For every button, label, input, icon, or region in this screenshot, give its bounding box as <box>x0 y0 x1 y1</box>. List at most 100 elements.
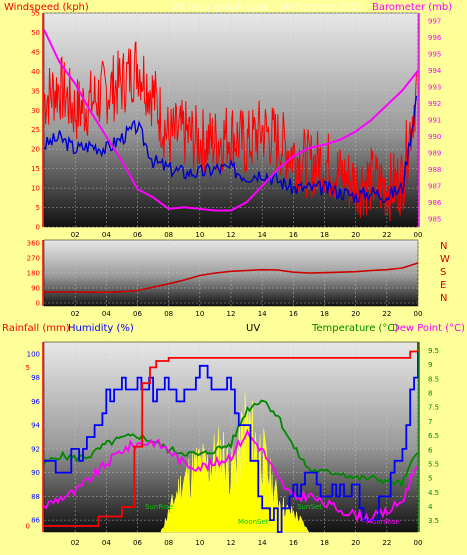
top-y-left-tick: 15 <box>31 165 40 173</box>
compass-letter: N <box>440 293 447 304</box>
mid-y-tick: 0 <box>36 300 40 308</box>
bot-y-temp-tick: 4.5 <box>428 489 439 497</box>
mid-x-tick: 18 <box>320 310 329 318</box>
dew-point-label: Dew Point (°C) <box>392 323 465 334</box>
rainfall-label: Rainfall (mm) <box>2 323 70 334</box>
top-y-right-tick: 995 <box>428 51 441 59</box>
bot-y-temp-tick: 6.5 <box>428 432 439 440</box>
top-y-right-tick: 985 <box>428 215 441 223</box>
bot-x-tick: 04 <box>102 539 111 547</box>
bot-y-humidity-tick: 100 <box>27 350 40 358</box>
bot-y-temp-tick: 3.5 <box>428 517 439 525</box>
top-y-left-tick: 50 <box>31 29 40 37</box>
top-y-right-tick: 988 <box>428 166 441 174</box>
humidity-line <box>44 342 419 533</box>
top-x-tick: 18 <box>320 231 329 239</box>
compass-letter: S <box>440 267 446 278</box>
top-y-left-tick: 0 <box>36 224 40 232</box>
bot-x-tick: 02 <box>71 539 80 547</box>
top-x-tick: 22 <box>382 231 391 239</box>
bot-y-temp-tick: 7 <box>428 418 432 426</box>
top-y-left-tick: 25 <box>31 126 40 134</box>
mid-x-tick: 04 <box>102 310 111 318</box>
top-y-right-tick: 986 <box>428 199 442 207</box>
humidity-label: Humidity (%) <box>68 323 134 334</box>
bot-y-temp-tick: 9 <box>428 361 432 369</box>
top-y-left-tick: 10 <box>31 185 40 193</box>
bot-x-tick: 06 <box>133 539 142 547</box>
top-y-left-tick: 30 <box>31 107 40 115</box>
top-y-right-tick: 997 <box>428 18 441 26</box>
top-y-right-tick: 993 <box>428 84 441 92</box>
bot-y-rain-tick: 0 <box>26 523 30 531</box>
mid-y-tick: 270 <box>27 255 40 263</box>
uv-area <box>160 393 310 533</box>
bot-x-tick: 20 <box>351 539 360 547</box>
compass-letter: E <box>440 280 446 291</box>
bot-y-humidity-tick: 86 <box>31 517 40 525</box>
top-x-tick: 02 <box>71 231 80 239</box>
top-x-tick: 00 <box>414 231 423 239</box>
bot-x-tick: 16 <box>289 539 298 547</box>
bot-x-tick: 14 <box>258 539 267 547</box>
bot-x-tick: 18 <box>320 539 329 547</box>
bot-y-temp-tick: 5.5 <box>428 460 439 468</box>
top-y-left-tick: 35 <box>31 87 40 95</box>
top-x-tick: 08 <box>164 231 173 239</box>
wind-average-line <box>43 95 418 203</box>
moonset-marker: MoonSet <box>238 518 269 526</box>
mid-x-tick: 08 <box>164 310 173 318</box>
dew-point-line <box>43 428 419 524</box>
mid-x-tick: 10 <box>195 310 204 318</box>
top-x-tick: 20 <box>351 231 360 239</box>
bot-y-temp-tick: 7.5 <box>428 404 439 412</box>
uv-label: UV <box>246 323 260 334</box>
mid-x-tick: 16 <box>289 310 298 318</box>
top-x-tick: 16 <box>289 231 298 239</box>
mid-y-tick: 180 <box>27 270 40 278</box>
bot-y-temp-tick: 6 <box>428 446 433 454</box>
temperature-label: Temperature (°C) <box>311 323 398 334</box>
barometer-line <box>43 29 419 212</box>
bot-y-temp-tick: 5 <box>428 475 432 483</box>
top-y-left-tick: 55 <box>31 10 40 18</box>
mid-x-tick: 06 <box>133 310 142 318</box>
top-y-left-tick: 45 <box>31 48 40 56</box>
top-x-tick: 14 <box>258 231 267 239</box>
mid-x-tick: 12 <box>227 310 236 318</box>
top-y-right-tick: 991 <box>428 117 441 125</box>
bot-x-tick: 10 <box>195 539 204 547</box>
sunset-marker: SunSet <box>297 503 322 511</box>
compass-letter: W <box>440 254 450 265</box>
bot-y-humidity-tick: 98 <box>31 374 40 382</box>
top-y-right-tick: 996 <box>428 34 442 42</box>
mid-y-tick: 360 <box>27 240 40 248</box>
bot-y-rain-tick: 5 <box>26 364 30 372</box>
mid-x-tick: 02 <box>71 310 80 318</box>
wind-direction-line <box>43 262 419 294</box>
bot-y-humidity-tick: 92 <box>31 445 40 453</box>
top-y-right-tick: 989 <box>428 149 441 157</box>
top-y-right-tick: 992 <box>428 100 441 108</box>
top-y-right-tick: 987 <box>428 182 441 190</box>
bot-x-tick: 12 <box>227 539 236 547</box>
windspeed-label: Windspeed (kph) <box>4 2 89 13</box>
mid-y-tick: 90 <box>31 285 40 293</box>
top-x-tick: 10 <box>195 231 204 239</box>
mid-x-tick: 14 <box>258 310 267 318</box>
mid-x-tick: 00 <box>414 310 423 318</box>
top-y-right-tick: 990 <box>428 133 441 141</box>
bot-y-humidity-tick: 96 <box>31 398 40 406</box>
bot-y-temp-tick: 9.5 <box>428 347 439 355</box>
bot-y-humidity-tick: 94 <box>31 422 40 430</box>
sunrise-marker: SunRise <box>145 503 173 511</box>
compass-letter: N <box>440 241 447 252</box>
bot-y-temp-tick: 8 <box>428 390 432 398</box>
rainfall-line <box>44 342 419 527</box>
bot-y-humidity-tick: 88 <box>31 493 40 501</box>
mid-x-tick: 22 <box>382 310 391 318</box>
top-y-right-tick: 994 <box>428 67 442 75</box>
bot-x-tick: 08 <box>164 539 173 547</box>
bot-x-tick: 00 <box>414 539 423 547</box>
